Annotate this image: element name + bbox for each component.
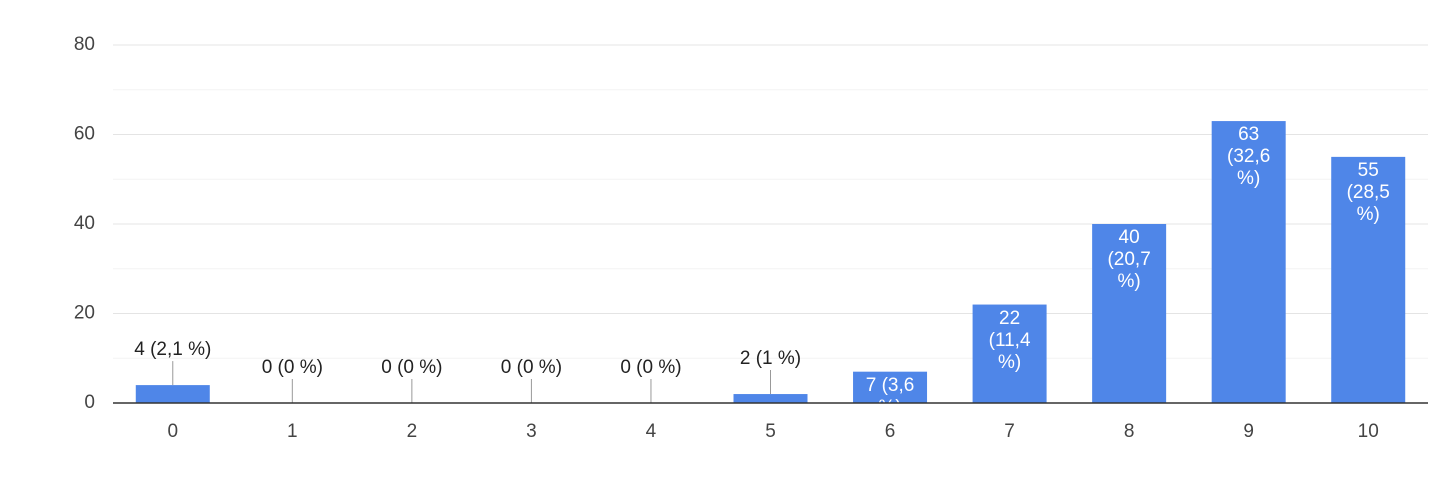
x-tick-label: 1 [287,421,298,442]
bar [733,394,808,403]
y-tick-label: 20 [74,303,95,324]
bar [1211,121,1286,403]
bar-label: 0 (0 %) [620,357,681,378]
bar [135,385,210,403]
bar [972,304,1047,403]
bar-label: 0 (0 %) [381,357,442,378]
x-tick-label: 8 [1124,421,1135,442]
y-tick-label: 40 [74,213,95,234]
x-tick-label: 6 [885,421,896,442]
x-tick-label: 2 [407,421,418,442]
x-tick-label: 0 [167,421,178,442]
x-tick-label: 10 [1358,421,1379,442]
bar-label: 2 (1 %) [740,348,801,369]
y-tick-label: 80 [74,34,95,55]
x-tick-label: 5 [765,421,776,442]
x-tick-label: 4 [646,421,657,442]
bar-label: 4 (2,1 %) [134,339,211,360]
x-tick-label: 9 [1243,421,1254,442]
bar [853,371,928,403]
bar-label: 0 (0 %) [262,357,323,378]
bar [1092,224,1167,403]
x-tick-label: 7 [1004,421,1015,442]
bar-label: 0 (0 %) [501,357,562,378]
x-tick-label: 3 [526,421,537,442]
bar [1331,156,1406,403]
y-tick-label: 0 [84,392,95,413]
y-tick-label: 60 [74,124,95,145]
